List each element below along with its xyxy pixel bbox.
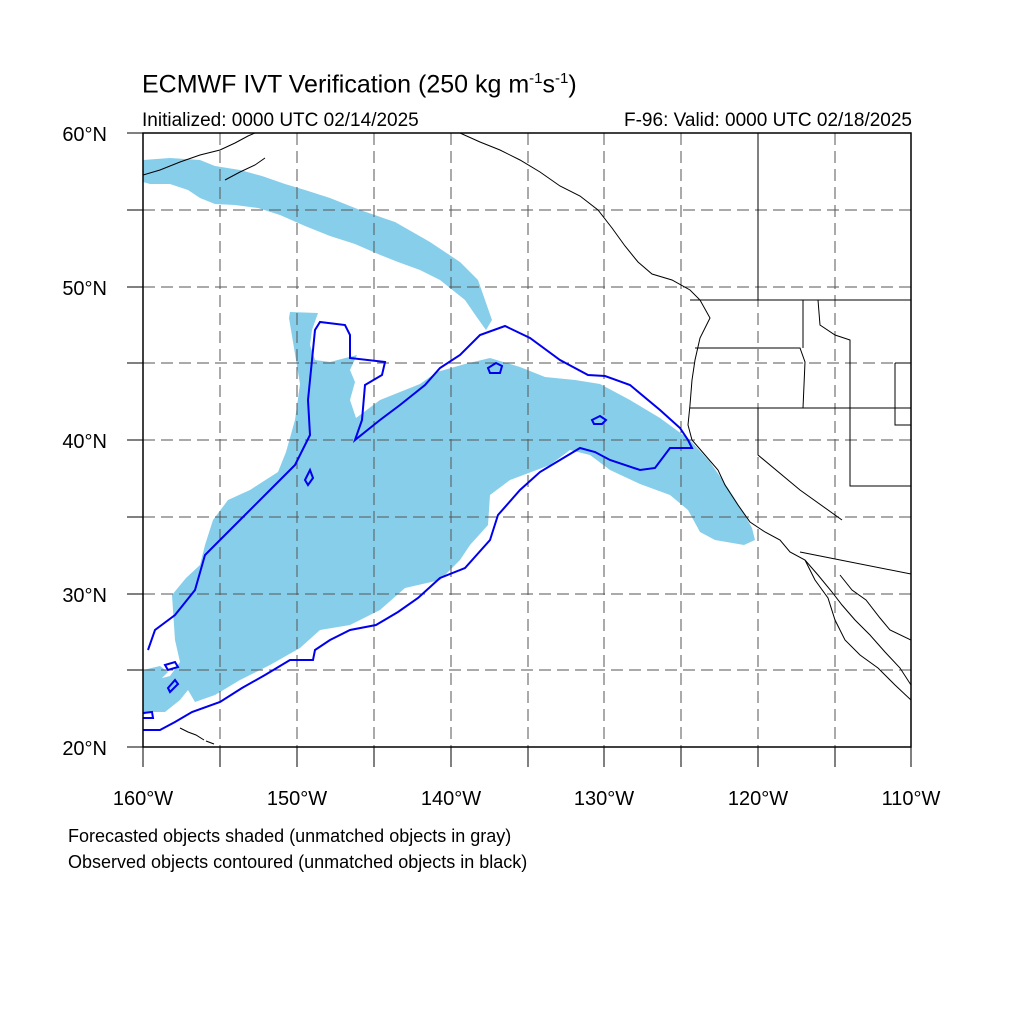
lon-label-110w: 110°W [882, 788, 941, 810]
observed-object-small-2 [590, 414, 608, 425]
lon-label-140w: 140°W [421, 788, 481, 810]
coastline-alaska [143, 133, 266, 181]
forecast-object-main [143, 312, 755, 715]
observed-object-small-6 [143, 710, 155, 719]
lat-label-50: 50°N [62, 278, 107, 300]
observed-object-small-1 [486, 361, 504, 374]
observed-note: Observed objects contoured (unmatched ob… [68, 852, 528, 872]
political-borders [690, 133, 911, 575]
lat-label-20: 20°N [62, 738, 107, 760]
axis-ticks [127, 132, 912, 767]
valid-time-label: F-96: Valid: 0000 UTC 02/18/2025 [624, 110, 912, 131]
lat-label-30: 30°N [62, 585, 107, 607]
observed-contours [143, 320, 694, 731]
lon-label-120w: 120°W [728, 788, 788, 810]
coastline-hawaii [179, 727, 215, 745]
lat-label-40: 40°N [62, 431, 107, 453]
map-title: ECMWF IVT Verification (250 kg m-1s-1) [142, 70, 577, 99]
observed-object-small-5 [166, 678, 180, 694]
coastline-baja [804, 559, 911, 701]
observed-object-small-3 [303, 467, 315, 487]
observed-object-main [143, 320, 694, 731]
lon-label-150w: 150°W [267, 788, 327, 810]
coastline-north-america [459, 133, 911, 686]
lon-label-130w: 130°W [574, 788, 634, 810]
lon-label-160w: 160°W [113, 788, 173, 810]
forecast-object-north [143, 158, 492, 330]
forecast-note: Forecasted objects shaded (unmatched obj… [68, 826, 512, 846]
lat-label-60: 60°N [62, 124, 107, 146]
initialized-label: Initialized: 0000 UTC 02/14/2025 [142, 110, 419, 131]
observed-object-small-4 [163, 660, 180, 672]
